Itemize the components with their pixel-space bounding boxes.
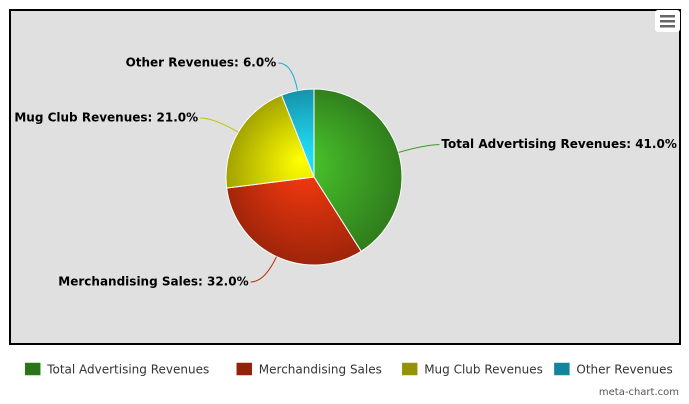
- pie-slice: [226, 176, 362, 266]
- pie-slice: [280, 88, 315, 178]
- connector: [398, 144, 440, 153]
- connector: [250, 256, 277, 283]
- legend-label[interactable]: Merchandising Sales: [259, 363, 382, 377]
- legend-swatch: [236, 362, 253, 376]
- connector: [200, 117, 239, 133]
- credit: meta-chart.com: [599, 387, 679, 398]
- menu-line[interactable]: [660, 20, 675, 23]
- data-label: Mug Club Revenues: 21.0%: [14, 110, 198, 124]
- data-label: Total Advertising Revenues: 41.0%: [441, 137, 676, 151]
- data-label: Other Revenues: 6.0%: [126, 56, 277, 70]
- legend-label[interactable]: Other Revenues: [576, 363, 672, 377]
- pie-slice: [225, 94, 315, 189]
- legend-swatch: [554, 362, 570, 376]
- legend-swatch: [24, 362, 41, 376]
- connector: [278, 62, 299, 91]
- menu-line[interactable]: [660, 15, 675, 18]
- legend-label[interactable]: Mug Club Revenues: [424, 363, 543, 377]
- legend-label[interactable]: Total Advertising Revenues: [46, 363, 209, 377]
- menu-button[interactable]: [655, 10, 680, 32]
- legend-swatch: [401, 362, 418, 376]
- menu-line[interactable]: [660, 25, 675, 28]
- legend[interactable]: Total Advertising Revenues Merchandising …: [24, 362, 673, 377]
- data-label: Merchandising Sales: 32.0%: [58, 274, 248, 288]
